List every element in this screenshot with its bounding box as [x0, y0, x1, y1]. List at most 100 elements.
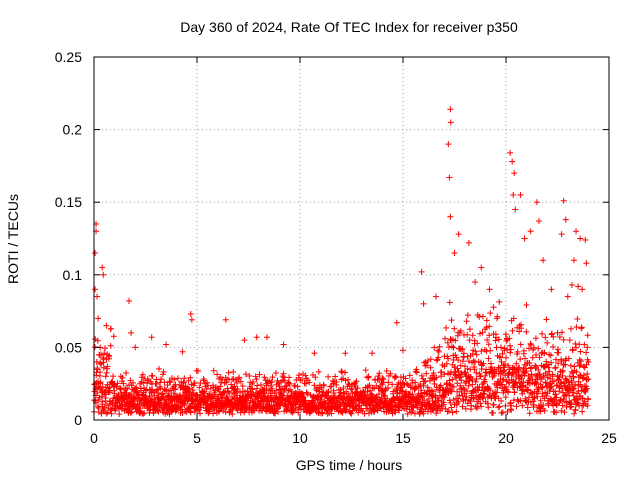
data-point — [510, 191, 517, 198]
data-point — [128, 329, 135, 336]
data-point — [433, 357, 440, 364]
data-point — [479, 313, 486, 320]
data-point — [517, 191, 524, 198]
data-point — [163, 341, 170, 348]
data-point — [568, 281, 575, 288]
grid — [94, 57, 609, 420]
data-point — [579, 408, 586, 415]
data-point — [127, 409, 134, 416]
data-point — [562, 216, 569, 223]
data-point — [420, 300, 427, 307]
data-point — [124, 385, 131, 392]
data-point — [512, 206, 519, 213]
data-point — [451, 325, 458, 332]
data-point — [119, 374, 126, 381]
data-point — [582, 236, 589, 243]
data-point — [455, 231, 462, 238]
data-point — [269, 374, 276, 381]
data-point — [450, 344, 457, 351]
y-tick-label: 0 — [74, 412, 82, 428]
data-point — [295, 372, 302, 379]
data-point — [94, 293, 101, 300]
data-point — [195, 367, 202, 374]
data-point — [94, 337, 101, 344]
data-point — [576, 341, 583, 348]
data-point — [222, 316, 229, 323]
data-point — [174, 375, 181, 382]
data-point — [99, 264, 106, 271]
data-point — [156, 365, 163, 372]
data-point — [579, 286, 586, 293]
data-point — [107, 342, 114, 349]
data-point — [487, 347, 494, 354]
data-point — [578, 324, 585, 331]
data-point — [432, 293, 439, 300]
data-point — [523, 301, 530, 308]
data-point — [418, 268, 425, 275]
data-point — [507, 149, 514, 156]
data-point — [502, 331, 509, 338]
data-point — [503, 354, 510, 361]
data-point — [342, 350, 349, 357]
data-point — [362, 367, 369, 374]
data-point — [490, 304, 497, 311]
data-point — [101, 345, 108, 352]
data-point — [583, 349, 590, 356]
data-point — [369, 350, 376, 357]
data-point — [97, 360, 104, 367]
data-point — [225, 369, 232, 376]
data-point — [91, 380, 98, 387]
data-point — [539, 330, 546, 337]
x-tick-label: 25 — [601, 430, 617, 446]
data-point — [542, 334, 549, 341]
data-point — [126, 297, 133, 304]
data-point — [134, 388, 141, 395]
data-point — [577, 348, 584, 355]
data-point — [511, 170, 518, 177]
data-point — [104, 363, 111, 370]
x-tick-label: 5 — [193, 430, 201, 446]
x-tick-label: 0 — [90, 430, 98, 446]
data-point — [534, 393, 541, 400]
data-point — [140, 410, 147, 417]
data-point — [465, 239, 472, 246]
data-point — [179, 348, 186, 355]
data-point — [315, 368, 322, 375]
data-point — [570, 257, 577, 264]
data-point — [120, 380, 127, 387]
data-point — [144, 397, 151, 404]
data-point — [507, 346, 514, 353]
data-point — [311, 350, 318, 357]
y-tick-label: 0.05 — [55, 339, 82, 355]
data-point — [431, 344, 438, 351]
data-point — [91, 388, 98, 395]
data-point — [100, 364, 107, 371]
data-point — [466, 326, 473, 333]
data-point — [538, 384, 545, 391]
y-tick-label: 0.1 — [63, 267, 83, 283]
data-point — [116, 411, 123, 418]
data-point — [509, 327, 516, 334]
data-point — [453, 408, 460, 415]
data-point — [540, 257, 547, 264]
data-point — [584, 344, 591, 351]
data-point — [571, 410, 578, 417]
data-point — [498, 397, 505, 404]
data-point — [187, 311, 194, 318]
data-point — [102, 373, 109, 380]
data-point — [469, 332, 476, 339]
data-point — [100, 271, 107, 278]
data-point — [264, 334, 271, 341]
data-point — [568, 325, 575, 332]
data-point — [141, 410, 148, 417]
data-point — [523, 328, 530, 335]
data-point — [97, 351, 104, 358]
x-tick-label: 10 — [292, 430, 308, 446]
data-point — [106, 352, 113, 359]
data-point — [104, 409, 111, 416]
data-point — [573, 324, 580, 331]
data-point — [103, 402, 110, 409]
data-point — [400, 347, 406, 354]
data-point — [575, 283, 582, 290]
data-point — [451, 250, 458, 257]
